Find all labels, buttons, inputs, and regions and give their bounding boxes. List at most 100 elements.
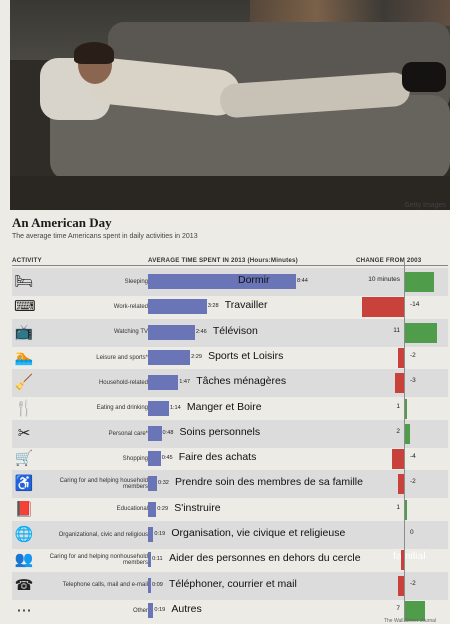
photo-bookshelf [250, 0, 450, 26]
category-label: Educational [116, 506, 148, 513]
time-bar [148, 451, 161, 467]
change-bar [404, 398, 407, 419]
chart-row: 👥 Caring for and helping nonhousehold mem… [12, 546, 448, 574]
swimmer-icon: 🏊 [14, 348, 34, 366]
change-value: 7 [396, 604, 400, 612]
change-bar [401, 550, 404, 571]
chart-row: ♿ Caring for and helping household member… [12, 470, 448, 499]
chart-title: An American Day [12, 215, 112, 230]
category-label: Eating and drinking [96, 405, 148, 412]
change-bar [398, 575, 404, 596]
time-bar [148, 375, 179, 391]
change-value: 10 minutes [368, 276, 400, 283]
time-value: 2:29 [191, 353, 202, 360]
category-label: Telephone calls, mail and e-mail [62, 582, 148, 589]
change-value: -14 [410, 301, 420, 309]
time-bar [148, 527, 154, 542]
time-value: 3:28 [207, 303, 219, 310]
time-value: 0:19 [154, 531, 166, 537]
change-value: 2 [396, 427, 400, 435]
change-value: 1 [396, 503, 400, 511]
change-bar [362, 297, 404, 318]
time-value: 0:29 [157, 505, 169, 512]
french-label: Dormir [238, 274, 270, 286]
time-bar [148, 476, 158, 492]
french-label: Travailler [224, 299, 268, 312]
french-label: Tâches ménagères [196, 375, 287, 388]
change-bar [404, 499, 407, 520]
french-label: Manger et Boire [186, 400, 262, 413]
time-value: 0:32 [158, 480, 169, 487]
french-label: Organisation, vie civique et religieuse [171, 527, 346, 539]
chart-subtitle: The average time Americans spent in dail… [12, 233, 198, 240]
photo-floor [10, 176, 450, 210]
desk-icon: ⌨ [14, 298, 36, 316]
header-time: AVERAGE TIME SPENT IN 2013 (Hours:Minute… [148, 257, 298, 264]
photo-credit: Getty Images [404, 202, 446, 209]
chart-row: ⋯ Other 0:19 Autres 7 [12, 597, 448, 624]
tv-icon: 📺 [14, 323, 34, 341]
time-value: 1:47 [179, 379, 191, 386]
time-value: 0:19 [154, 606, 166, 613]
change-value: -3 [410, 377, 416, 385]
french-label: Téléphoner, courrier et mail [169, 577, 297, 590]
time-bar [148, 400, 169, 416]
time-bar [148, 299, 207, 315]
change-bar [404, 423, 410, 444]
chart-row: 🌐 Organizational, civic and religious 0:19… [12, 521, 448, 549]
category-label: Work-related [113, 304, 148, 310]
globe-icon: 🌐 [14, 526, 34, 543]
time-bar [148, 577, 151, 593]
time-bar [148, 425, 162, 441]
french-label: Sports et Loisirs [208, 349, 284, 362]
time-bar [148, 324, 195, 340]
chart-row: ☎ Telephone calls, mail and e-mail 0:09 Tél… [12, 571, 448, 600]
time-value: 0:09 [152, 581, 163, 588]
chart-row: ⌨ Work-related 3:28 Travailler -14 [12, 293, 448, 321]
chart-row: 🧹 Household-related 1:47 Tâches ménagères -3 [12, 369, 448, 398]
french-label: Prendre soin des membres de sa famille [175, 476, 363, 489]
header-change: CHANGE FROM 2003 [356, 257, 422, 264]
time-value: 2:46 [195, 328, 207, 335]
time-value: 0:48 [162, 429, 174, 436]
chart-row: 🏊 Leisure and sports* 2:29 Sports et Loisir… [12, 344, 448, 372]
change-bar [404, 322, 437, 343]
category-label: Sleeping [124, 278, 148, 285]
category-label: Leisure and sports* [96, 354, 148, 361]
category-label: Organizational, civic and religious [58, 531, 148, 538]
change-bar [398, 347, 404, 368]
category-label: Personal care* [108, 430, 148, 437]
change-value: 1 [396, 402, 400, 410]
people-icon: 👥 [14, 551, 34, 569]
vacuum-icon: 🧹 [14, 374, 34, 392]
chart-row: ✂ Personal care* 0:48 Soins personnels 2 [12, 419, 448, 448]
french-label: S'instruire [174, 501, 221, 514]
time-bar [148, 349, 191, 365]
dots-icon: ⋯ [16, 601, 32, 619]
french-label: Télévison [212, 324, 258, 337]
french-label: Faire des achats [178, 451, 257, 464]
razor-icon: ✂ [17, 424, 31, 442]
french-label: Aider des personnes en dehors du cercle [169, 552, 361, 565]
book-icon: 📕 [14, 500, 34, 518]
photo-person-hair [74, 42, 114, 64]
change-bar [404, 272, 434, 292]
category-label: Watching TV [113, 329, 148, 336]
stroller-icon: ♿ [14, 475, 34, 493]
change-value: 0 [410, 529, 414, 536]
change-value: -2 [410, 478, 416, 486]
cart-icon: 🛒 [14, 450, 34, 468]
french-label: Autres [171, 602, 202, 615]
category-label: Shopping [122, 455, 148, 462]
phone-icon: ☎ [14, 576, 34, 594]
change-bar [398, 474, 404, 495]
bed-icon: 🛏 [14, 273, 34, 290]
header-photo [10, 0, 450, 210]
photo-shoe [402, 62, 446, 92]
category-label: Caring for and helping household members [59, 477, 148, 491]
change-bar [395, 373, 404, 394]
chart-row: 🛏 Sleeping 8:44 Dormir 10 minutes [12, 268, 448, 296]
time-bar [148, 501, 157, 517]
change-value: -4 [410, 453, 416, 461]
change-bar [392, 449, 404, 470]
